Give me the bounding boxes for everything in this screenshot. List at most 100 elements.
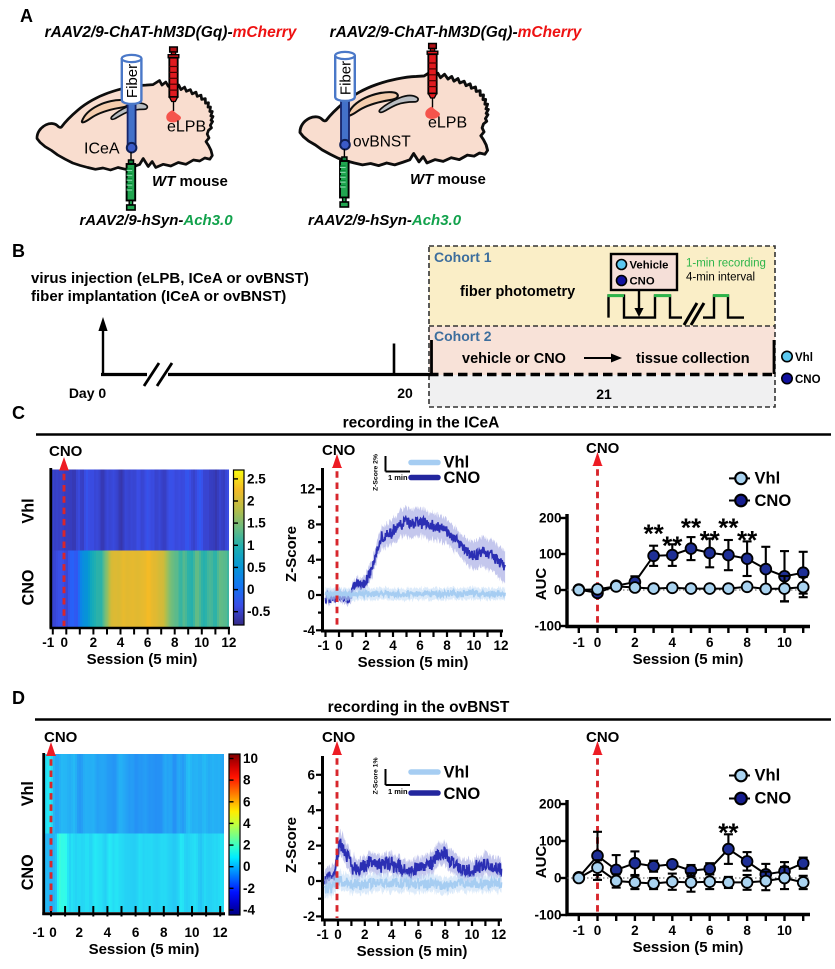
- svg-text:rAAV2/9-ChAT-hM3D(Gq)-mCherry: rAAV2/9-ChAT-hM3D(Gq)-mCherry: [45, 24, 298, 41]
- svg-text:Session (5 min): Session (5 min): [633, 651, 744, 668]
- svg-text:Vhl: Vhl: [20, 498, 38, 523]
- svg-text:4: 4: [243, 816, 251, 831]
- svg-text:4: 4: [389, 638, 397, 653]
- svg-text:8: 8: [171, 635, 179, 650]
- svg-text:12: 12: [491, 927, 506, 942]
- svg-text:8: 8: [160, 925, 168, 940]
- svg-text:2: 2: [75, 925, 83, 940]
- svg-text:-4: -4: [303, 623, 315, 638]
- svg-text:0: 0: [243, 859, 251, 874]
- svg-text:0: 0: [594, 923, 602, 938]
- svg-text:virus injection (eLPB, ICeA or: virus injection (eLPB, ICeA or ovBNST): [31, 270, 309, 287]
- svg-text:AUC: AUC: [533, 568, 550, 601]
- svg-text:4: 4: [669, 635, 677, 650]
- svg-text:Cohort 1: Cohort 1: [434, 249, 492, 265]
- svg-text:CNO: CNO: [755, 492, 792, 510]
- svg-text:0: 0: [61, 635, 69, 650]
- svg-text:100: 100: [539, 834, 562, 849]
- svg-text:2: 2: [247, 494, 255, 509]
- svg-text:8: 8: [243, 773, 251, 788]
- svg-text:8: 8: [443, 638, 451, 653]
- svg-text:**: **: [681, 513, 702, 543]
- svg-text:6: 6: [243, 794, 251, 809]
- svg-text:4: 4: [669, 923, 677, 938]
- svg-text:CNO: CNO: [49, 443, 83, 460]
- svg-text:-100: -100: [534, 908, 561, 923]
- svg-text:Vhl: Vhl: [444, 764, 470, 782]
- svg-text:4: 4: [104, 925, 112, 940]
- svg-text:6: 6: [144, 635, 152, 650]
- svg-text:1.5: 1.5: [247, 516, 266, 531]
- svg-text:**: **: [700, 525, 721, 555]
- svg-text:-4: -4: [243, 902, 255, 917]
- svg-text:6: 6: [132, 925, 140, 940]
- svg-text:1 min: 1 min: [388, 787, 408, 796]
- svg-text:fiber implantation (ICeA or ov: fiber implantation (ICeA or ovBNST): [31, 288, 286, 305]
- svg-text:6: 6: [706, 635, 714, 650]
- svg-text:2: 2: [362, 638, 370, 653]
- svg-text:WT mouse: WT mouse: [152, 173, 228, 190]
- svg-text:1 min: 1 min: [388, 473, 408, 482]
- svg-text:**: **: [737, 525, 758, 555]
- svg-text:CNO: CNO: [20, 570, 38, 606]
- svg-text:2: 2: [243, 838, 251, 853]
- svg-text:1: 1: [247, 538, 255, 553]
- svg-text:Z-Score: Z-Score: [283, 526, 300, 582]
- svg-text:Day 0: Day 0: [69, 385, 107, 401]
- svg-text:10: 10: [184, 925, 199, 940]
- svg-text:-1: -1: [317, 638, 329, 653]
- svg-text:CNO: CNO: [586, 440, 620, 457]
- svg-text:rAAV2/9-hSyn-Ach3.0: rAAV2/9-hSyn-Ach3.0: [79, 212, 233, 229]
- svg-text:A: A: [20, 6, 33, 26]
- svg-text:0: 0: [247, 582, 255, 597]
- svg-text:6: 6: [415, 927, 423, 942]
- svg-text:0: 0: [554, 583, 562, 598]
- svg-text:Fiber: Fiber: [124, 64, 141, 98]
- svg-text:6: 6: [416, 638, 424, 653]
- svg-text:4: 4: [307, 803, 315, 818]
- svg-text:**: **: [662, 531, 683, 561]
- svg-text:-1: -1: [317, 927, 329, 942]
- svg-text:100: 100: [539, 547, 562, 562]
- svg-text:CNO: CNO: [630, 276, 655, 288]
- svg-text:-2: -2: [303, 909, 315, 924]
- svg-text:8: 8: [743, 923, 751, 938]
- svg-text:Vehicle: Vehicle: [630, 260, 669, 272]
- svg-text:6: 6: [706, 923, 714, 938]
- svg-text:B: B: [12, 241, 25, 261]
- svg-text:CNO: CNO: [44, 729, 78, 746]
- svg-text:AUC: AUC: [533, 846, 550, 879]
- svg-text:recording in the ICeA: recording in the ICeA: [343, 415, 500, 432]
- svg-text:eLPB: eLPB: [167, 119, 206, 136]
- svg-text:0.5: 0.5: [247, 560, 266, 575]
- svg-text:Session (5 min): Session (5 min): [87, 651, 198, 668]
- svg-text:4: 4: [388, 927, 396, 942]
- svg-text:4: 4: [117, 635, 125, 650]
- svg-text:Vhl: Vhl: [755, 767, 781, 785]
- svg-text:4-min interval: 4-min interval: [686, 272, 755, 284]
- svg-text:**: **: [718, 818, 739, 848]
- svg-text:D: D: [12, 688, 25, 708]
- svg-text:Z-Score 1%: Z-Score 1%: [373, 757, 380, 794]
- svg-text:CNO: CNO: [322, 729, 356, 746]
- svg-text:recording in the ovBNST: recording in the ovBNST: [328, 699, 510, 716]
- svg-text:Session (5 min): Session (5 min): [357, 943, 468, 960]
- svg-text:8: 8: [743, 635, 751, 650]
- svg-text:200: 200: [539, 511, 562, 526]
- svg-text:12: 12: [300, 482, 315, 497]
- svg-text:fiber photometry: fiber photometry: [460, 284, 575, 300]
- svg-text:8: 8: [441, 927, 449, 942]
- svg-text:2.5: 2.5: [247, 471, 266, 486]
- svg-text:Z-Score 2%: Z-Score 2%: [373, 454, 380, 491]
- svg-text:0: 0: [594, 635, 602, 650]
- svg-text:ovBNST: ovBNST: [353, 134, 411, 151]
- svg-text:tissue collection: tissue collection: [636, 351, 750, 367]
- svg-text:0: 0: [335, 638, 343, 653]
- svg-text:-1: -1: [42, 635, 54, 650]
- svg-text:Cohort 2: Cohort 2: [434, 328, 492, 344]
- svg-text:8: 8: [307, 517, 315, 532]
- svg-text:2: 2: [631, 635, 639, 650]
- svg-text:C: C: [12, 403, 25, 423]
- svg-text:12: 12: [493, 638, 508, 653]
- svg-text:10: 10: [464, 927, 479, 942]
